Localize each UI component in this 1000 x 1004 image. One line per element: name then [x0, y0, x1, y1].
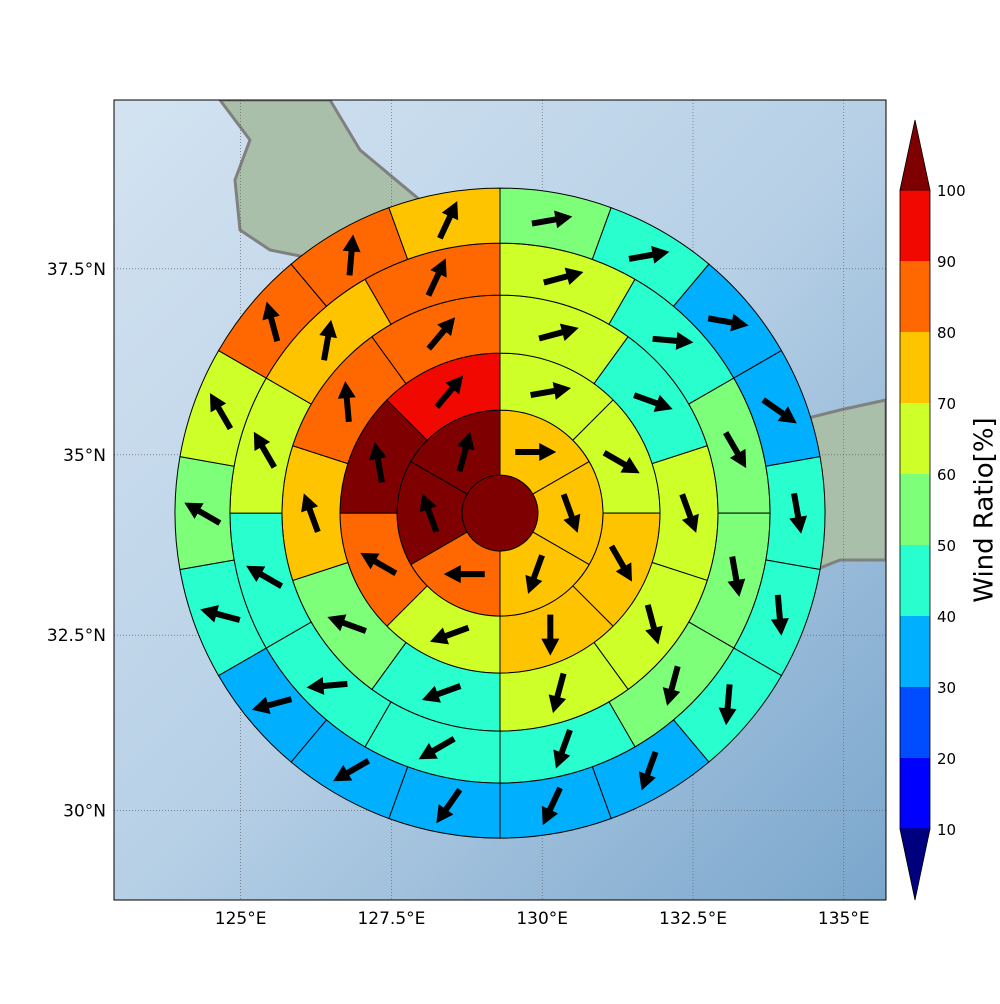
y-tick-label: 30°N [63, 802, 106, 822]
wind-arrow [426, 317, 456, 351]
colorbar-tick-label: 20 [937, 750, 956, 768]
sector [651, 445, 719, 582]
y-tick-label: 32.5°N [47, 626, 106, 646]
colorbar-tick-label: 60 [937, 466, 956, 484]
wind-arrow [301, 493, 321, 533]
colorbar-extend [899, 828, 931, 901]
colorbar-segment [900, 332, 930, 403]
wind-arrow [184, 502, 222, 526]
wind-arrow [644, 604, 663, 645]
wind-arrow [515, 443, 557, 462]
wind-arrow [761, 397, 797, 424]
wind-arrow [602, 450, 640, 474]
colorbar-tick-label: 100 [937, 182, 966, 200]
wind-arrow [770, 594, 789, 636]
wind-arrow [723, 431, 747, 469]
wind-arrow [360, 552, 398, 577]
wind-arrow [531, 210, 573, 229]
wind-arrow [368, 442, 387, 483]
colorbar-segment [900, 403, 930, 474]
wind-arrow [608, 544, 632, 582]
wind-arrow [628, 245, 670, 264]
colorbar-segment [900, 616, 930, 687]
colorbar-segment [900, 758, 930, 829]
wind-arrow [253, 431, 277, 469]
wind-arrow [246, 565, 284, 589]
wind-arrow [707, 313, 749, 332]
wind-arrow [718, 684, 737, 726]
wind-arrow [419, 493, 440, 533]
sectors [174, 187, 826, 839]
sector [281, 445, 349, 582]
wind-arrow [652, 331, 694, 350]
wind-arrow [530, 382, 572, 400]
ticks: 125°E 127.5°E 130°E 132.5°E 135°E 30°N 32.5°N 3… [47, 260, 870, 929]
y-tick-label: 37.5°N [47, 260, 106, 280]
wind-arrow [337, 381, 356, 423]
wind-arrow [662, 665, 681, 706]
colorbar-segment [900, 474, 930, 545]
wind-arrow [553, 728, 573, 769]
wind-arrow [789, 492, 808, 534]
colorbar-tick-label: 50 [937, 537, 956, 555]
wind-arrow [443, 565, 485, 584]
wind-arrow [200, 605, 241, 623]
wind-arrow [209, 393, 234, 431]
x-tick-label: 127.5°E [357, 909, 425, 929]
y-tick-label: 35°N [63, 446, 106, 466]
wind-arrow [251, 696, 293, 715]
wind-arrow [727, 556, 746, 597]
wind-arrow [262, 301, 281, 342]
colorbar-segment [900, 261, 930, 332]
wind-arrow [306, 677, 348, 695]
wind-arrow [421, 683, 462, 703]
arrows [184, 201, 808, 826]
colorbar-tick-label: 40 [937, 608, 956, 626]
x-tick-label: 125°E [215, 909, 267, 929]
wind-arrow [633, 392, 673, 412]
wind-arrow [436, 787, 463, 824]
x-tick-label: 132.5°E [659, 909, 727, 929]
colorbar-tick-label: 90 [937, 253, 956, 271]
wind-arrow [638, 750, 659, 791]
wind-arrow [437, 201, 459, 240]
colorbar-segment [900, 190, 930, 261]
axes-frame [113, 99, 887, 901]
colorbar-tick-label: 80 [937, 324, 956, 342]
wind-arrow [541, 614, 560, 656]
wind-arrow [525, 554, 545, 594]
colorbar-tick-label: 10 [937, 821, 956, 839]
wind-arrow [538, 323, 579, 342]
colorbar-segment [900, 545, 930, 616]
wind-arrow [429, 624, 470, 645]
colorbar-label: Wind Ratio[%] [970, 417, 1000, 602]
wind-arrow [319, 319, 338, 361]
colorbar-frame [899, 189, 931, 830]
colorbar-tick-label: 70 [937, 395, 956, 413]
wind-arrow [679, 493, 699, 533]
wind-arrow [327, 614, 367, 634]
wind-arrow [548, 672, 567, 714]
colorbar-tick-label: 30 [937, 679, 956, 697]
wind-arrow [541, 786, 563, 826]
colorbar-extend [899, 119, 931, 191]
wind-arrow [434, 375, 464, 409]
wind-arrow [333, 758, 371, 782]
wind-arrow [456, 431, 475, 473]
wind-arrow [342, 234, 361, 276]
wind-arrow [425, 258, 447, 297]
colorbar: 10 20 30 40 50 60 70 80 90 100 [899, 119, 966, 901]
x-tick-label: 135°E [818, 909, 870, 929]
x-tick-label: 130°E [516, 909, 568, 929]
colorbar-segment [900, 687, 930, 758]
wind-arrow [543, 267, 584, 286]
wind-arrow [418, 736, 456, 760]
wind-arrow [560, 493, 581, 533]
